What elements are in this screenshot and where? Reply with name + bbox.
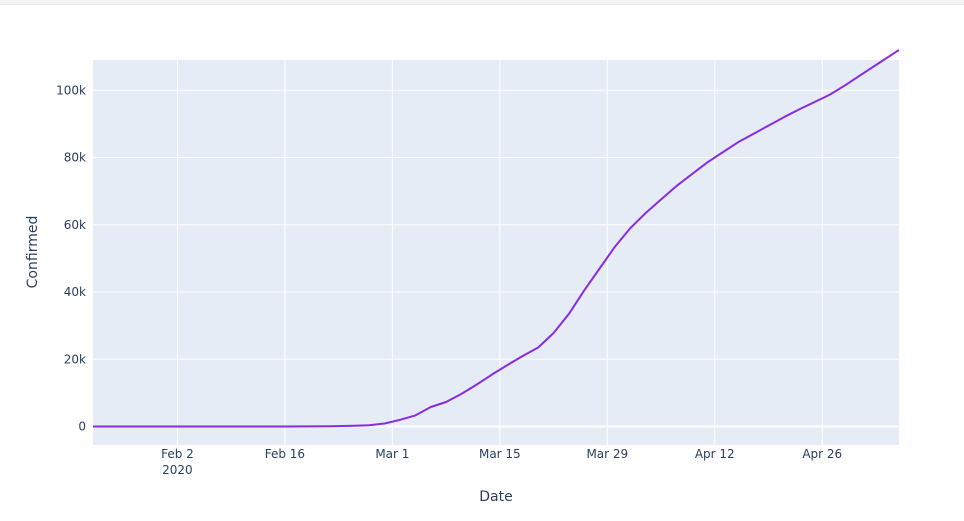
x-axis-title: Date bbox=[479, 489, 512, 505]
x-tick-label: Feb 2 bbox=[161, 447, 194, 461]
x-tick-label: Mar 15 bbox=[479, 447, 521, 461]
series-lines bbox=[93, 49, 900, 428]
x-axis-ticks: Feb 2 2020 Feb 16 Mar 1 Mar 15 Mar 29 Apr 12 Ap… bbox=[161, 447, 842, 477]
top-divider-bar bbox=[0, 0, 964, 5]
y-tick-label: 80k bbox=[64, 151, 86, 165]
y-tick-label: 40k bbox=[64, 285, 86, 299]
y-tick-label: 60k bbox=[64, 218, 86, 232]
series-line bbox=[93, 49, 900, 428]
x-tick-label: Mar 1 bbox=[375, 447, 409, 461]
x-tick-label: Mar 29 bbox=[586, 447, 628, 461]
x-tick-year-label: 2020 bbox=[162, 463, 193, 477]
x-tick-label: Feb 16 bbox=[265, 447, 305, 461]
y-tick-label: 0 bbox=[78, 420, 86, 434]
x-tick-label: Apr 26 bbox=[802, 447, 842, 461]
plot-area bbox=[93, 60, 899, 445]
y-axis-ticks: 0 20k 40k 60k 80k 100k bbox=[56, 83, 86, 433]
gridlines bbox=[93, 60, 899, 445]
y-tick-label: 20k bbox=[64, 352, 86, 366]
y-tick-label: 100k bbox=[56, 83, 86, 97]
y-axis-title: Confirmed bbox=[25, 216, 41, 289]
x-tick-label: Apr 12 bbox=[695, 447, 735, 461]
